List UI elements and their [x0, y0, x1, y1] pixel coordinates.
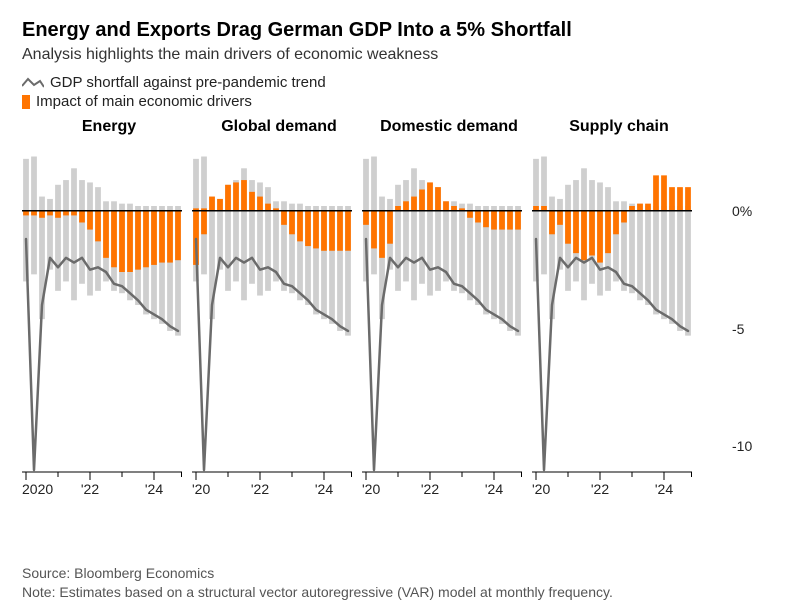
svg-text:'22: '22 — [591, 481, 609, 497]
y-tick-label: -5 — [732, 321, 744, 337]
panel: '20 '22 '24 — [362, 140, 522, 500]
panel-title: Domestic demand — [364, 118, 534, 136]
svg-text:'20: '20 — [192, 481, 210, 497]
legend-line-swatch — [22, 77, 44, 89]
svg-text:'22: '22 — [251, 481, 269, 497]
svg-text:'24: '24 — [145, 481, 163, 497]
source-line: Source: Bloomberg Economics — [22, 564, 613, 583]
legend-bar: Impact of main economic drivers — [22, 93, 780, 110]
svg-text:'20: '20 — [532, 481, 550, 497]
panel: 2020 '22 '24 — [22, 140, 182, 500]
panel: '20 '22 '24 — [532, 140, 692, 500]
chart-area: 2020 '22 '24 '20 '22 '24 '20 '22 '24 '20 '22 '24 0%… — [22, 140, 782, 500]
panel-title: Energy — [24, 118, 194, 136]
legend-line-label: GDP shortfall against pre-pandemic trend — [50, 74, 326, 91]
panels: 2020 '22 '24 '20 '22 '24 '20 '22 '24 '20 '22 '24 — [22, 140, 702, 500]
svg-text:'22: '22 — [421, 481, 439, 497]
legend-bar-label: Impact of main economic drivers — [36, 93, 252, 110]
y-axis-labels: 0% -5 -10 — [732, 140, 782, 470]
legend-line: GDP shortfall against pre-pandemic trend — [22, 74, 780, 91]
footer: Source: Bloomberg Economics Note: Estima… — [22, 564, 613, 602]
panel-title: Global demand — [194, 118, 364, 136]
svg-text:'20: '20 — [362, 481, 380, 497]
svg-text:'22: '22 — [81, 481, 99, 497]
svg-text:'24: '24 — [315, 481, 333, 497]
y-tick-label: 0% — [732, 203, 752, 219]
chart-subtitle: Analysis highlights the main drivers of … — [22, 46, 780, 64]
chart-title: Energy and Exports Drag German GDP Into … — [22, 18, 780, 42]
legend-bar-swatch — [22, 95, 30, 109]
svg-text:'24: '24 — [655, 481, 673, 497]
svg-text:2020: 2020 — [22, 481, 53, 497]
panel: '20 '22 '24 — [192, 140, 352, 500]
panel-title: Supply chain — [534, 118, 704, 136]
svg-text:'24: '24 — [485, 481, 503, 497]
y-tick-label: -10 — [732, 438, 752, 454]
note-line: Note: Estimates based on a structural ve… — [22, 583, 613, 602]
panel-titles: EnergyGlobal demandDomestic demandSupply… — [24, 118, 704, 136]
legend: GDP shortfall against pre-pandemic trend… — [22, 74, 780, 110]
